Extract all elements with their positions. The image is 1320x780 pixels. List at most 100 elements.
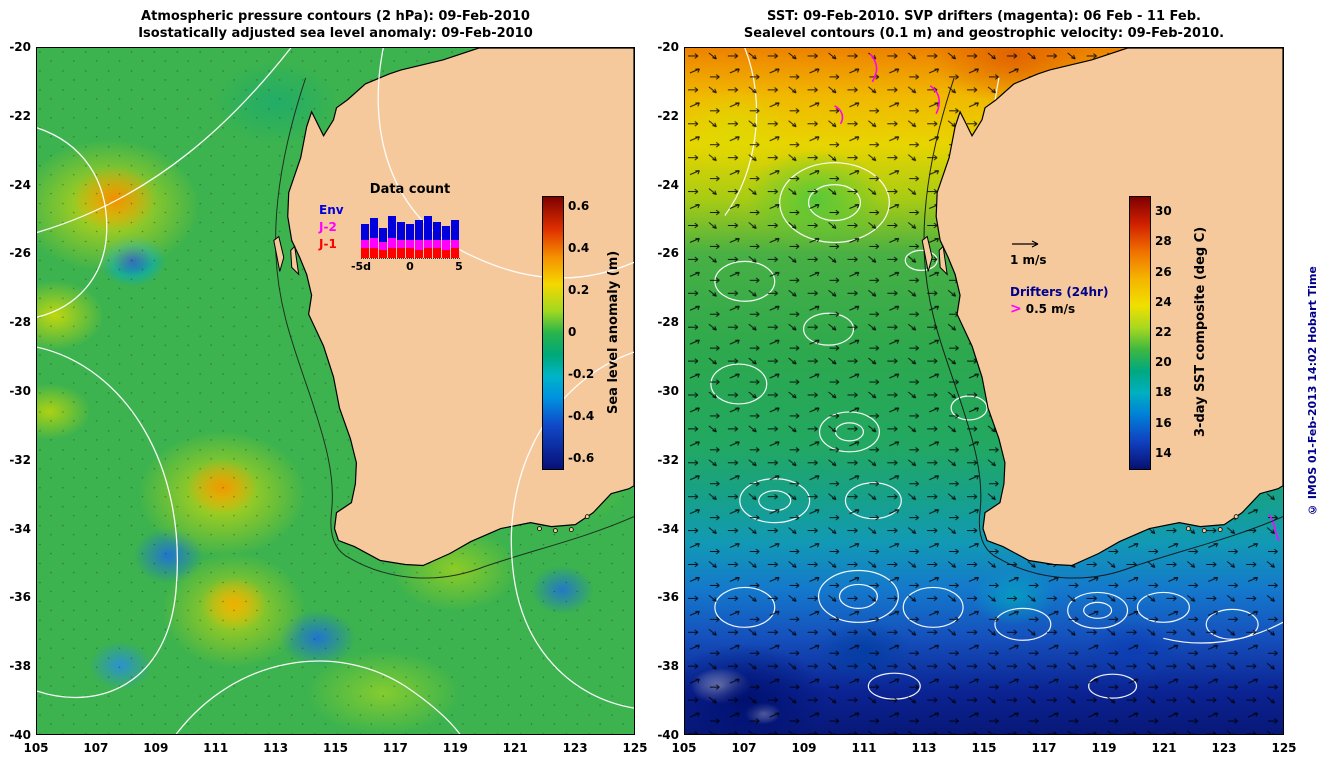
tick-label: 105 (671, 741, 697, 755)
recherche-islands (1185, 514, 1239, 533)
tick-label: 117 (382, 741, 408, 755)
tick-label: 115 (322, 741, 349, 755)
tick-label: 107 (83, 741, 109, 755)
inset-bar (370, 218, 378, 258)
tick-label: -36 (9, 590, 31, 605)
dirk-hartog-island (273, 235, 285, 272)
sla-colorbar-ticks: 0.6 0.4 0.2 0 -0.2 -0.4 -0.6 (568, 196, 604, 468)
tick-label: -34 (9, 521, 31, 536)
velocity-legend: 1 m/s Drifters (24hr) >0.5 m/s (1010, 238, 1140, 317)
tick-label: -34 (657, 521, 679, 536)
tick-label: 107 (731, 741, 757, 755)
inset-bar (388, 216, 396, 258)
australia-landmass (935, 48, 1283, 567)
tick-label: 113 (911, 741, 937, 755)
tick-label: -0.4 (568, 408, 595, 423)
drifters-speed-label: 0.5 m/s (1025, 302, 1076, 316)
right-x-axis-labels: 105 107 109 111 113 115 117 119 121 123 125 (671, 741, 1296, 757)
tick-label: 123 (1211, 741, 1237, 755)
left-y-axis-labels: -20 -22 -24 -26 -28 -30 -32 -34 -36 -38 -40 (2, 40, 34, 742)
right-title-line1: SST: 09-Feb-2010. SVP drifters (magenta)… (767, 9, 1201, 24)
inset-title: Data count (369, 182, 451, 197)
tick-label: 109 (143, 741, 169, 755)
drifters-speed-row: >0.5 m/s (1010, 301, 1140, 317)
tick-label: 123 (562, 741, 588, 755)
svp-drifter-tracks (834, 53, 1280, 541)
inset-bar (433, 222, 441, 258)
inset-bar (397, 222, 405, 258)
tick-label: 125 (1271, 741, 1297, 755)
tick-label: -24 (657, 177, 679, 192)
tick-label: 117 (1031, 741, 1057, 755)
tick-label: -40 (9, 728, 31, 742)
tick-label: 121 (1151, 741, 1177, 755)
tick-label: -38 (9, 659, 31, 674)
drifter-arrow-icon: > (1010, 301, 1022, 317)
right-title-line2: Sealevel contours (0.1 m) and geostrophi… (743, 26, 1225, 41)
tick-label: 5 (455, 260, 463, 273)
inset-bar (424, 216, 432, 258)
tick-label: -32 (9, 452, 31, 467)
tick-label: 0 (406, 260, 414, 273)
left-x-axis-labels: 105 107 109 111 113 115 117 119 121 123 125 (23, 741, 647, 757)
tick-label: 20 (1155, 355, 1172, 370)
sst-colorbar-label: 3-day SST composite (deg C) (1193, 226, 1208, 438)
inset-bar (361, 224, 369, 258)
tick-label: -20 (9, 40, 31, 54)
recherche-islands (537, 514, 590, 533)
right-y-axis-labels: -20 -22 -24 -26 -28 -30 -32 -34 -36 -38 -40 (650, 40, 682, 742)
inset-bar (406, 224, 414, 258)
right-map-overlay (685, 48, 1283, 734)
sla-colorbar-label: Sea level anomaly (m) (606, 250, 621, 414)
pressure-contours (37, 48, 634, 734)
tick-label: -24 (9, 177, 31, 192)
tick-label: 119 (442, 741, 468, 755)
tick-label: -28 (9, 315, 31, 330)
sla-colorbar-gradient (542, 196, 564, 470)
tick-label: -28 (657, 315, 679, 330)
tick-label: 18 (1155, 385, 1172, 400)
tick-label: -32 (657, 452, 679, 467)
tick-label: 113 (263, 741, 289, 755)
tick-label: -36 (657, 590, 679, 605)
drifters-legend-title: Drifters (24hr) (1010, 285, 1109, 299)
tick-label: 105 (23, 741, 49, 755)
inset-bars (361, 200, 460, 259)
tick-label: -30 (657, 384, 679, 398)
tick-label: 0.6 (568, 199, 590, 214)
velocity-scale-label: 1 m/s (1010, 253, 1047, 267)
tick-label: 111 (203, 741, 229, 755)
tick-label: -38 (657, 659, 679, 674)
tick-label: -0.6 (568, 450, 595, 465)
sla-colorbar: 0.6 0.4 0.2 0 -0.2 -0.4 -0.6 Sea level anomaly… (542, 196, 634, 470)
tick-label: -40 (657, 728, 679, 742)
velocity-arrow-icon (1012, 240, 1039, 248)
tick-label: -0.2 (568, 366, 595, 381)
sst-map: 30 28 26 24 22 20 18 16 14 3-day SST composite (… (684, 47, 1284, 735)
tick-label: -26 (657, 246, 679, 261)
sst-colorbar-gradient (1129, 196, 1151, 470)
tick-label: 111 (851, 741, 877, 755)
tick-label: 121 (502, 741, 528, 755)
tick-label: 0.4 (568, 241, 590, 256)
tick-label: 109 (791, 741, 817, 755)
tick-label: -26 (9, 246, 31, 261)
tick-label: -20 (657, 40, 679, 54)
tick-label: 26 (1155, 264, 1172, 279)
tick-label: 0 (568, 325, 577, 339)
sst-colorbar: 30 28 26 24 22 20 18 16 14 3-day SST composite (… (1129, 196, 1244, 470)
sst-colorbar-ticks: 30 28 26 24 22 20 18 16 14 (1155, 196, 1191, 468)
tick-label: 24 (1155, 294, 1172, 309)
tick-label: 28 (1155, 234, 1172, 249)
sea-level-anomaly-map: 0.6 0.4 0.2 0 -0.2 -0.4 -0.6 Sea level anomaly… (36, 47, 635, 735)
data-count-inset: Data count Env J-2 J-1 -5d 0 5 (317, 182, 477, 276)
inset-bar (415, 220, 423, 258)
right-panel-title: SST: 09-Feb-2010. SVP drifters (magenta)… (684, 8, 1284, 42)
left-panel-title: Atmospheric pressure contours (2 hPa): 0… (36, 8, 635, 42)
inset-x-ticks: -5d 0 5 (351, 260, 463, 274)
peron-peninsula (938, 245, 948, 276)
tick-label: 16 (1155, 415, 1172, 430)
copyright-text: © IMOS 01-Feb-2013 14:02 Hobart Time (1306, 266, 1319, 516)
tick-label: 14 (1155, 445, 1172, 460)
